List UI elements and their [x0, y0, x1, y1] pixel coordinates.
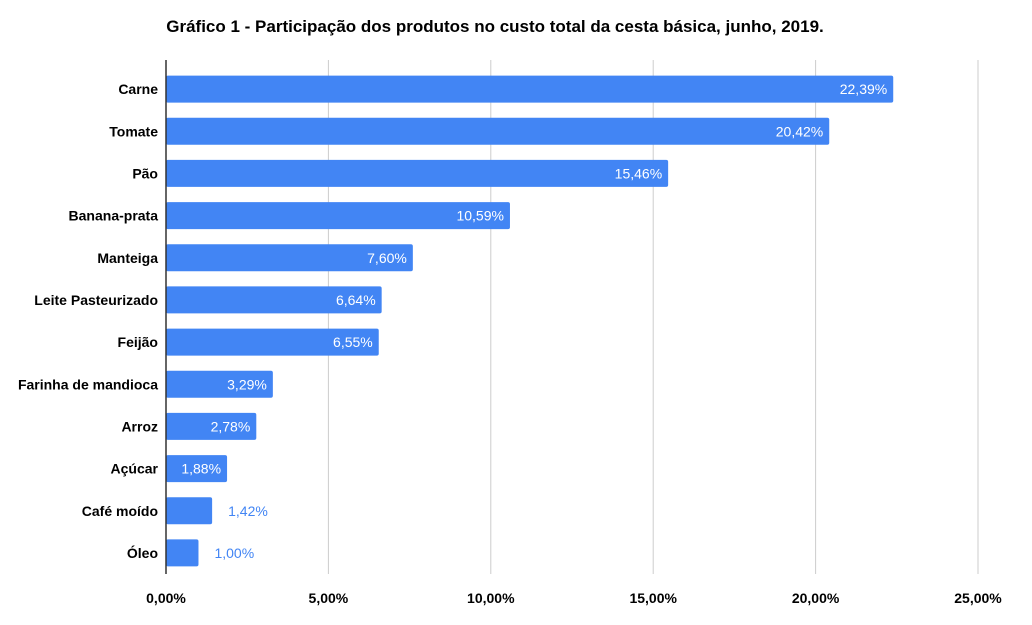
x-tick-label: 20,00%	[792, 590, 840, 606]
category-label: Açúcar	[111, 461, 159, 477]
data-label: 6,55%	[333, 334, 373, 350]
category-label: Farinha de mandioca	[18, 376, 158, 392]
data-label: 1,88%	[181, 461, 221, 477]
data-label: 7,60%	[367, 250, 407, 266]
category-label: Tomate	[109, 123, 158, 139]
category-label: Pão	[132, 165, 158, 181]
bar-manteiga	[166, 244, 413, 272]
data-label: 10,59%	[456, 208, 503, 224]
category-label: Café moído	[82, 503, 158, 519]
data-label: 1,42%	[228, 503, 268, 519]
bar-feij-o	[166, 328, 379, 356]
category-label: Banana-prata	[69, 208, 159, 224]
x-tick-label: 10,00%	[467, 590, 515, 606]
data-label: 22,39%	[840, 81, 887, 97]
category-label: Arroz	[121, 418, 158, 434]
bar-tomate	[166, 117, 830, 145]
category-label: Óleo	[127, 544, 158, 561]
chart-title: Gráfico 1 - Participação dos produtos no…	[166, 17, 824, 36]
bar--leo	[166, 539, 199, 567]
bar-carne	[166, 75, 894, 103]
category-label: Feijão	[118, 334, 158, 350]
data-label: 3,29%	[227, 376, 267, 392]
bar-caf-mo-do	[166, 497, 213, 525]
data-label: 15,46%	[615, 165, 662, 181]
bar-p-o	[166, 159, 669, 187]
bar-leite-pasteurizado	[166, 286, 382, 314]
data-label: 6,64%	[336, 292, 376, 308]
x-tick-label: 15,00%	[629, 590, 677, 606]
data-label: 1,00%	[214, 545, 254, 561]
bar-arroz	[166, 412, 257, 440]
category-label: Leite Pasteurizado	[34, 292, 158, 308]
x-tick-label: 5,00%	[309, 590, 349, 606]
bar-a-car	[166, 455, 228, 483]
x-tick-label: 0,00%	[146, 590, 186, 606]
data-label: 2,78%	[211, 418, 251, 434]
category-label: Manteiga	[97, 250, 158, 266]
category-label: Carne	[118, 81, 158, 97]
bar-farinha-de-mandioca	[166, 370, 273, 398]
bar-banana-prata	[166, 202, 510, 230]
x-tick-label: 25,00%	[954, 590, 1002, 606]
data-label: 20,42%	[776, 123, 823, 139]
